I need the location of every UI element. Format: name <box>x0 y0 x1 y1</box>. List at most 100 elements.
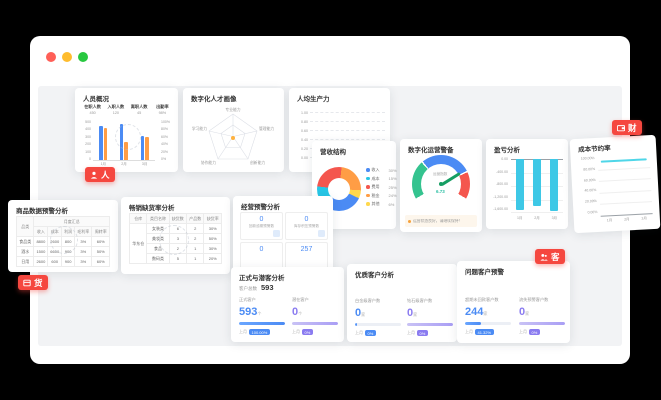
quality-customer-card: 优质客户分析 白金级客户数 0家 上月 0% 钻石级客户数 0家 上月 0% <box>347 264 457 342</box>
staff-y-axis-right: 100% 80% 60% 40% 20% 0% <box>161 120 170 161</box>
donut-legend: 收入 30% 成本 15% 费用 25% 税金 24% 其他 6% <box>366 167 397 210</box>
staff-overview-card: 人员概况 在职人数 450 入职人数 120 离职人数 45 出勤率 98% 500 40… <box>75 88 178 172</box>
radar-chart: 专业能力 管理能力 创新能力 协作能力 学习能力 <box>192 107 275 165</box>
kpi-tile: 257 <box>285 242 328 270</box>
alert-text: 运营状态良好，请继续保持！ <box>413 218 463 223</box>
staff-y-axis-left: 500 400 300 200 100 0 <box>85 120 91 161</box>
cost-y-axis: 100.00% 80.00% 60.00% 40.00% 20.00% 0.00% <box>580 156 598 215</box>
stat-label: 离职人数 <box>130 104 148 109</box>
trend-chip: 0% <box>529 329 540 335</box>
trend-chip: 0% <box>365 330 376 336</box>
radar-axis-label: 创新能力 <box>250 160 265 165</box>
card-title: 营收结构 <box>320 149 346 156</box>
loss-bar-chart <box>511 159 563 213</box>
close-window-button[interactable] <box>46 52 56 62</box>
minimize-window-button[interactable] <box>62 52 72 62</box>
cost-line-chart <box>597 155 653 217</box>
shield-icon <box>273 230 280 237</box>
gauge-pivot <box>439 182 443 186</box>
metric-platinum: 白金级客户数 0家 上月 0% <box>355 298 401 336</box>
radar-data-point <box>231 136 235 140</box>
stat-value: 45 <box>137 111 142 115</box>
goods-warning-table-card: 商品数据预警分析 品类 月度汇总 收入 成本 利润 毛利率 周转率 食品类 8800 2… <box>8 200 118 272</box>
loss-x-axis: 1月 2月 3月 <box>516 216 558 220</box>
watermark-stamp <box>159 225 189 255</box>
box-icon <box>23 279 31 286</box>
progress-bar <box>519 322 565 325</box>
kpi-tile: 0 <box>240 242 283 270</box>
card-title: 人员概况 <box>83 96 109 103</box>
people-section-badge: 人 <box>85 167 115 182</box>
staff-x-axis: 1月 2月 3月 <box>100 162 148 166</box>
watermark-stamp <box>50 226 78 254</box>
stat-value: 450 <box>89 111 96 115</box>
stat-value: 98% <box>158 111 167 115</box>
person-icon <box>90 171 98 179</box>
card-title: 成本节约率 <box>578 145 611 154</box>
trend-chip: 100.00% <box>249 329 270 335</box>
legend-dot-icon <box>366 176 370 181</box>
kpi-value: 0 <box>259 216 264 223</box>
kpi-tile: 0 回款逾期预警数 <box>240 212 283 240</box>
profit-loss-card: 盈亏分析 0.00 -400.00 -800.00 -1,200.00 -1,600.… <box>486 139 568 229</box>
progress-bar <box>407 323 453 326</box>
wallet-icon <box>617 124 625 131</box>
card-title: 畅销缺货率分析 <box>129 205 175 212</box>
kpi-value: 257 <box>300 246 313 253</box>
warning-dot-icon <box>408 219 411 223</box>
kpi-tile: 0 库存积压预警数 <box>285 212 328 240</box>
legend-dot-icon <box>366 202 370 206</box>
radar-axis-label: 管理能力 <box>259 126 274 131</box>
maximize-window-button[interactable] <box>78 52 88 62</box>
metric-formal: 正式客户 593个 上月 100.00% <box>239 297 285 335</box>
stat-value: 120 <box>112 111 120 115</box>
legend-item: 其他 6% <box>366 201 397 207</box>
formal-prospect-card: 正式与潜客分析 客户总数 593 正式客户 593个 上月 100.00% 潜在客… <box>231 267 344 342</box>
radar-axis-label: 专业能力 <box>225 107 240 112</box>
stat-label: 入职人数 <box>107 104 125 109</box>
stockout-table-card: 畅销缺货率分析 仓库 类目名称 缺货数 产品数 缺货率 华东仓 女装类 6 2 30% … <box>121 197 230 274</box>
kpi-label: 库存积压预警数 <box>293 224 320 228</box>
operation-gauge-card: 数字化运营警备 运营指数 6.73 运营状态良好，请继续保持！ <box>400 139 482 232</box>
staff-stats-row: 在职人数 450 入职人数 120 离职人数 45 出勤率 98% <box>81 104 174 116</box>
trend-chip: 0% <box>302 329 313 335</box>
legend-dot-icon <box>366 185 370 189</box>
staff-bar-chart <box>93 120 155 161</box>
customers-icon <box>540 253 548 261</box>
legend-item: 成本 15% <box>366 176 397 182</box>
gauge-value: 6.73 <box>436 189 445 194</box>
trend-chip: 41.32% <box>475 329 494 335</box>
radar-axis-label: 学习能力 <box>192 126 207 131</box>
metric-overdue: 超期未回款客户数 244家 上月 41.32% <box>465 297 511 335</box>
card-title: 数字化运营警备 <box>408 147 454 154</box>
legend-dot-icon <box>366 168 370 172</box>
kpi-value: 0 <box>304 216 309 223</box>
gauge-center-label: 运营指数 <box>433 172 448 176</box>
shield-icon <box>318 230 325 237</box>
metric-diamond: 钻石级客户数 0家 上月 0% <box>407 298 453 336</box>
card-title: 优质客户分析 <box>355 272 394 279</box>
progress-bar <box>239 322 285 325</box>
stat-label: 出勤率 <box>156 104 169 109</box>
finance-section-badge: 财 <box>612 120 642 135</box>
cost-saving-card: 成本节约率 100.00% 80.00% 60.00% 40.00% 20.00% 0.… <box>569 134 661 234</box>
kpi-value: 0 <box>259 246 264 253</box>
progress-bar <box>465 322 511 325</box>
legend-item: 费用 25% <box>366 184 397 190</box>
legend-item: 收入 30% <box>366 167 397 173</box>
card-title: 盈亏分析 <box>494 147 520 154</box>
legend-dot-icon <box>366 193 370 198</box>
goods-section-badge: 货 <box>18 275 48 290</box>
card-title: 商品数据预警分析 <box>16 208 68 215</box>
kpi-label: 回款逾期预警数 <box>248 224 275 228</box>
operation-warning-card: 经营预警分析 0 回款逾期预警数 0 库存积压预警数 0 257 <box>233 196 333 276</box>
card-title: 问题客户预警 <box>465 269 504 276</box>
customer-total: 客户总数 593 <box>239 283 274 292</box>
watermark-stamp <box>115 124 141 150</box>
legend-item: 税金 24% <box>366 193 397 199</box>
card-title: 经营预警分析 <box>241 204 280 211</box>
problem-customer-card: 问题客户预警 超期未回款客户数 244家 上月 41.32% 流失预警客户数 0家… <box>457 261 570 343</box>
progress-bar <box>355 323 401 326</box>
card-title: 正式与潜客分析 <box>239 275 285 282</box>
table-row: 日用 2600 600 900 3% 60% <box>15 256 110 267</box>
